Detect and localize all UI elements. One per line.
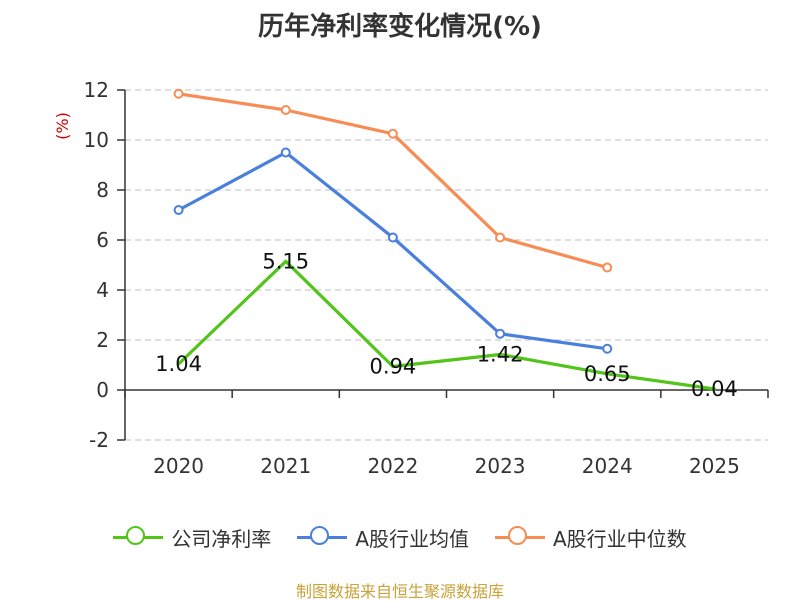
- legend-item[interactable]: A股行业中位数: [495, 523, 687, 552]
- data-label: 0.65: [584, 362, 631, 386]
- legend-circle: [310, 526, 330, 545]
- data-point: [387, 128, 398, 139]
- legend-circle: [126, 526, 146, 545]
- legend-marker-icon: [297, 525, 348, 549]
- y-tick-label: 2: [96, 328, 109, 352]
- legend-marker-icon: [495, 525, 545, 549]
- x-tick-label: 2024: [582, 454, 633, 478]
- source-note: 制图数据来自恒生聚源数据库: [295, 582, 504, 601]
- data-point: [602, 262, 613, 273]
- data-label: 0.04: [691, 377, 738, 401]
- data-point: [173, 205, 184, 215]
- x-tick-label: 2022: [367, 454, 418, 478]
- series-lines: [173, 88, 716, 391]
- legend: 公司净利率 A股行业均值 A股行业中位数: [0, 519, 800, 555]
- legend-item[interactable]: 公司净利率: [113, 523, 271, 552]
- legend-label: A股行业均值: [355, 526, 469, 551]
- y-tick-label: 8: [96, 178, 109, 202]
- data-point: [495, 232, 506, 243]
- legend-circle: [508, 526, 527, 545]
- y-tick-label: 6: [96, 228, 109, 252]
- data-point: [173, 88, 184, 99]
- legend-item[interactable]: A股行业均值: [297, 523, 469, 552]
- data-labels: 1.04 5.15 0.94 1.42 0.65 0.04: [155, 249, 738, 401]
- y-tick-label: 12: [84, 78, 109, 102]
- data-label: 0.94: [370, 355, 417, 379]
- y-tick-label: 4: [96, 278, 109, 302]
- axes: -2 0 2 4 6 8 10 12 2020 2021 2022 2023 2024 2025 (%): [53, 78, 769, 478]
- data-label: 5.15: [262, 249, 309, 273]
- y-tick-label: 10: [84, 128, 109, 152]
- y-axis-title: (%): [53, 112, 72, 140]
- legend-label: A股行业中位数: [553, 526, 687, 551]
- x-tick-label: 2020: [153, 454, 204, 478]
- data-point: [280, 105, 291, 115]
- chart-title: 历年净利率变化情况(%): [258, 12, 542, 42]
- data-label: 1.04: [155, 352, 202, 376]
- legend-label: 公司净利率: [171, 526, 272, 551]
- x-tick-label: 2025: [689, 454, 740, 478]
- data-point: [387, 232, 398, 243]
- data-point: [280, 147, 291, 158]
- x-tick-label: 2021: [260, 454, 311, 478]
- x-tick-label: 2023: [475, 454, 526, 478]
- data-point: [602, 343, 613, 354]
- y-tick-label: -2: [89, 428, 109, 452]
- grid-lines: [125, 89, 768, 441]
- data-label: 1.42: [477, 343, 524, 367]
- y-tick-label: 0: [96, 378, 109, 402]
- legend-marker-icon: [113, 525, 164, 549]
- series-line: [177, 259, 716, 391]
- data-point: [495, 328, 506, 339]
